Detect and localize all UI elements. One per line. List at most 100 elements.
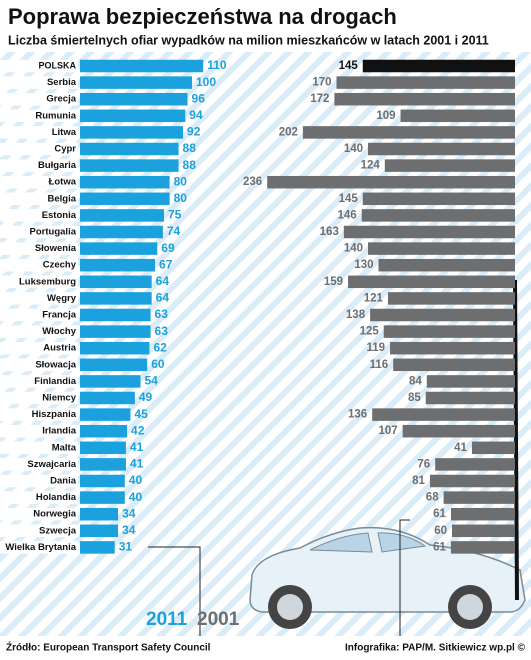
- value-label-2001: 121: [364, 292, 384, 304]
- value-label-2001: 85: [408, 392, 421, 404]
- value-label-2001: 116: [370, 359, 389, 371]
- value-label-2001: 76: [417, 458, 430, 470]
- bar-2001: [361, 209, 515, 222]
- bar-2011: [80, 441, 126, 455]
- bar-2011: [80, 126, 184, 139]
- category-label: Czechy: [43, 260, 77, 271]
- value-label-2011: 41: [130, 440, 144, 454]
- value-label-2011: 45: [134, 407, 148, 421]
- bar-2011: [80, 408, 131, 421]
- value-label-2011: 80: [174, 191, 188, 205]
- bar-2001: [452, 524, 515, 538]
- bar-2001: [267, 175, 515, 189]
- value-label-2011: 41: [130, 457, 144, 471]
- value-label-2001: 61: [433, 541, 446, 553]
- category-label: Bułgaria: [38, 160, 77, 171]
- bar-2001: [334, 92, 515, 106]
- row-label-bg: [0, 92, 78, 106]
- row-label-bg: [0, 391, 78, 405]
- bar-2011: [80, 109, 186, 123]
- bar-2011: [80, 175, 170, 189]
- value-label-2001: 119: [366, 342, 385, 354]
- bar-2011: [80, 92, 188, 106]
- row-label-bg: [0, 458, 78, 471]
- row-label-bg: [0, 109, 78, 123]
- value-label-2001: 202: [279, 126, 298, 138]
- bar-2011: [80, 275, 152, 289]
- bar-2001: [390, 341, 515, 355]
- value-label-2011: 31: [119, 540, 133, 554]
- value-label-2011: 88: [183, 141, 197, 155]
- category-label: Finlandia: [34, 376, 76, 387]
- bar-2011: [80, 76, 192, 89]
- legend-2011: 2011: [146, 609, 188, 630]
- row-label-bg: [0, 358, 78, 372]
- bar-2001: [387, 292, 515, 305]
- value-label-2011: 100: [196, 75, 216, 89]
- value-label-2001: 107: [378, 425, 397, 437]
- bar-2001: [402, 424, 515, 438]
- row-label-bg: [0, 59, 78, 73]
- category-label: Wielka Brytania: [5, 542, 76, 553]
- value-label-2011: 110: [207, 58, 227, 72]
- value-label-2011: 34: [122, 523, 136, 537]
- value-label-2001: 130: [354, 259, 373, 271]
- row-label-bg: [0, 507, 78, 521]
- row-label-bg: [0, 175, 78, 189]
- value-label-2001: 124: [361, 160, 381, 172]
- chart-subtitle: Liczba śmiertelnych ofiar wypadków na mi…: [8, 33, 489, 47]
- category-label: Cypr: [54, 144, 76, 155]
- credit: Infografika: PAP/M. Sitkiewicz wp.pl ©: [345, 643, 526, 654]
- value-label-2011: 40: [129, 473, 143, 487]
- value-label-2001: 140: [344, 143, 363, 155]
- header-bg: [0, 0, 531, 52]
- category-label: Węgry: [47, 293, 77, 304]
- bar-2011: [80, 491, 125, 504]
- value-label-2011: 64: [156, 274, 170, 288]
- bar-2001: [343, 225, 515, 239]
- row-label-bg: [0, 192, 78, 206]
- bar-2011: [80, 341, 150, 355]
- bar-2001: [383, 325, 515, 338]
- category-label: Słowacja: [35, 359, 76, 370]
- bar-2001: [378, 258, 515, 272]
- legend-2001: 2001: [197, 609, 240, 630]
- row-label-bg: [0, 325, 78, 338]
- value-label-2001: 159: [324, 276, 343, 288]
- row-label-bg: [0, 292, 78, 305]
- row-label-bg: [0, 209, 78, 222]
- bar-2011: [80, 424, 128, 438]
- bar-2011: [80, 142, 179, 156]
- category-label: Malta: [52, 442, 77, 453]
- value-label-2001: 125: [360, 326, 380, 338]
- value-label-2011: 92: [187, 125, 201, 139]
- row-label-bg: [0, 341, 78, 355]
- value-label-2011: 54: [144, 374, 158, 388]
- value-label-2011: 67: [159, 257, 173, 271]
- value-label-2001: 146: [338, 209, 357, 221]
- source: Źródło: European Transport Safety Counci…: [6, 641, 211, 654]
- value-label-2011: 94: [189, 108, 203, 122]
- category-label: POLSKA: [38, 60, 76, 70]
- bar-2001: [368, 242, 515, 255]
- row-label-bg: [0, 474, 78, 488]
- bar-2011: [80, 541, 115, 554]
- bar-2001: [426, 375, 515, 388]
- value-label-2011: 34: [122, 506, 136, 520]
- category-label: Słowenia: [35, 243, 77, 254]
- category-label: Francja: [42, 310, 77, 321]
- row-label-bg: [0, 275, 78, 289]
- bar-2001: [362, 192, 515, 206]
- value-label-2001: 236: [243, 176, 262, 188]
- category-label: Szwecja: [39, 525, 77, 536]
- value-label-2001: 136: [348, 409, 367, 421]
- value-label-2001: 60: [434, 525, 447, 537]
- footer-bg: [0, 636, 531, 660]
- bar-2011: [80, 458, 126, 471]
- value-label-2001: 61: [433, 508, 446, 520]
- row-label-bg: [0, 76, 78, 89]
- value-label-2001: 140: [344, 243, 363, 255]
- value-label-2001: 170: [312, 77, 331, 89]
- category-label: Dania: [50, 476, 77, 487]
- row-label-bg: [0, 375, 78, 388]
